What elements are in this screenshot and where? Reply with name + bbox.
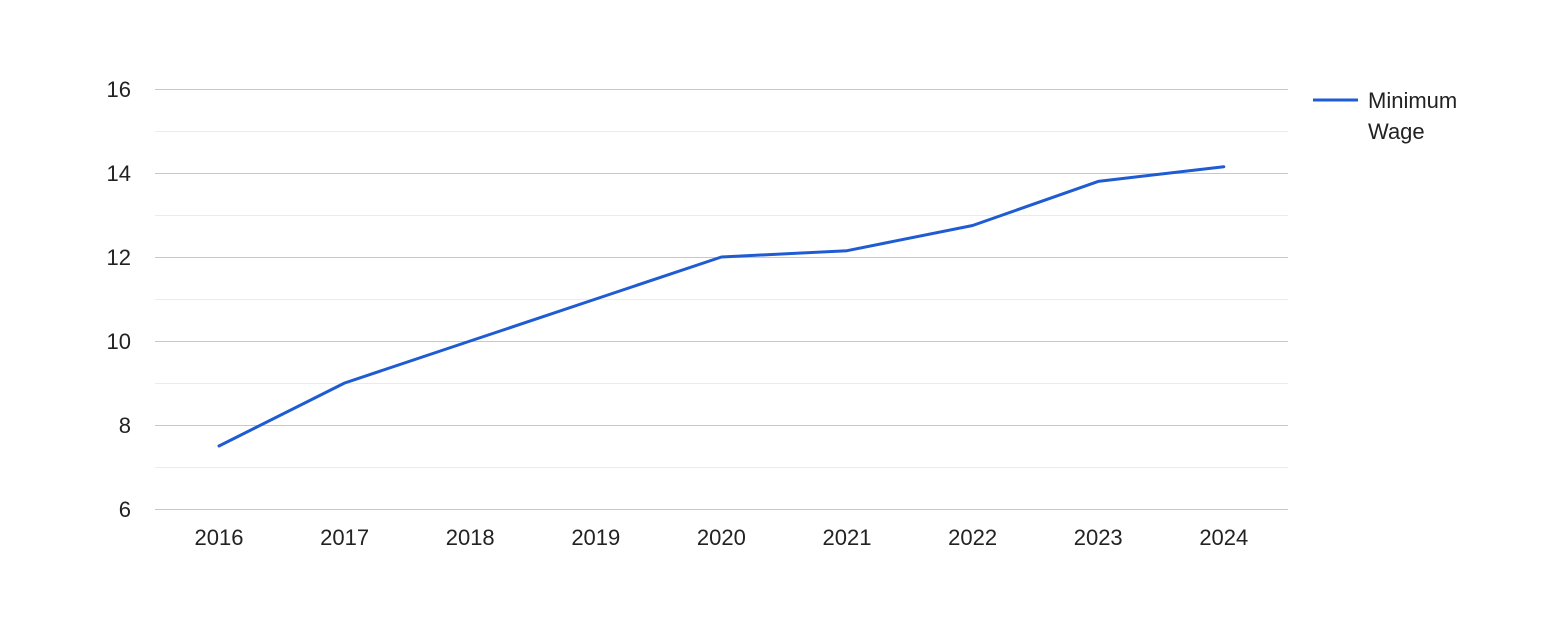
y-tick-label: 10 xyxy=(107,329,131,354)
legend-label-line-1: Minimum xyxy=(1368,88,1457,113)
x-tick-label: 2018 xyxy=(446,525,495,550)
data-point xyxy=(971,224,974,227)
data-point xyxy=(846,249,849,252)
data-point xyxy=(720,256,723,259)
x-tick-label: 2017 xyxy=(320,525,369,550)
x-tick-label: 2016 xyxy=(195,525,244,550)
x-tick-label: 2019 xyxy=(571,525,620,550)
data-point xyxy=(218,445,221,448)
series-line-minimum-wage xyxy=(217,165,1226,448)
x-tick-label: 2021 xyxy=(823,525,872,550)
y-tick-label: 8 xyxy=(119,413,131,438)
x-tick-label: 2024 xyxy=(1199,525,1248,550)
y-tick-label: 14 xyxy=(107,161,131,186)
data-point xyxy=(1097,180,1100,183)
x-tick-label: 2022 xyxy=(948,525,997,550)
data-point xyxy=(343,382,346,385)
y-tick-label: 6 xyxy=(119,497,131,522)
x-tick-label: 2023 xyxy=(1074,525,1123,550)
x-axis-ticks: 2016 2017 2018 2019 2020 2021 2022 2023 2024 xyxy=(195,525,1249,550)
y-tick-label: 16 xyxy=(107,77,131,102)
data-point xyxy=(594,298,597,301)
grid-lines xyxy=(155,89,1288,510)
y-axis-ticks: 6 8 10 12 14 16 xyxy=(107,77,131,522)
data-point xyxy=(1222,165,1225,168)
y-tick-label: 12 xyxy=(107,245,131,270)
x-tick-label: 2020 xyxy=(697,525,746,550)
data-point xyxy=(469,340,472,343)
legend: Minimum Wage xyxy=(1313,88,1457,144)
legend-label-line-2: Wage xyxy=(1368,119,1425,144)
series-lines xyxy=(217,165,1226,448)
